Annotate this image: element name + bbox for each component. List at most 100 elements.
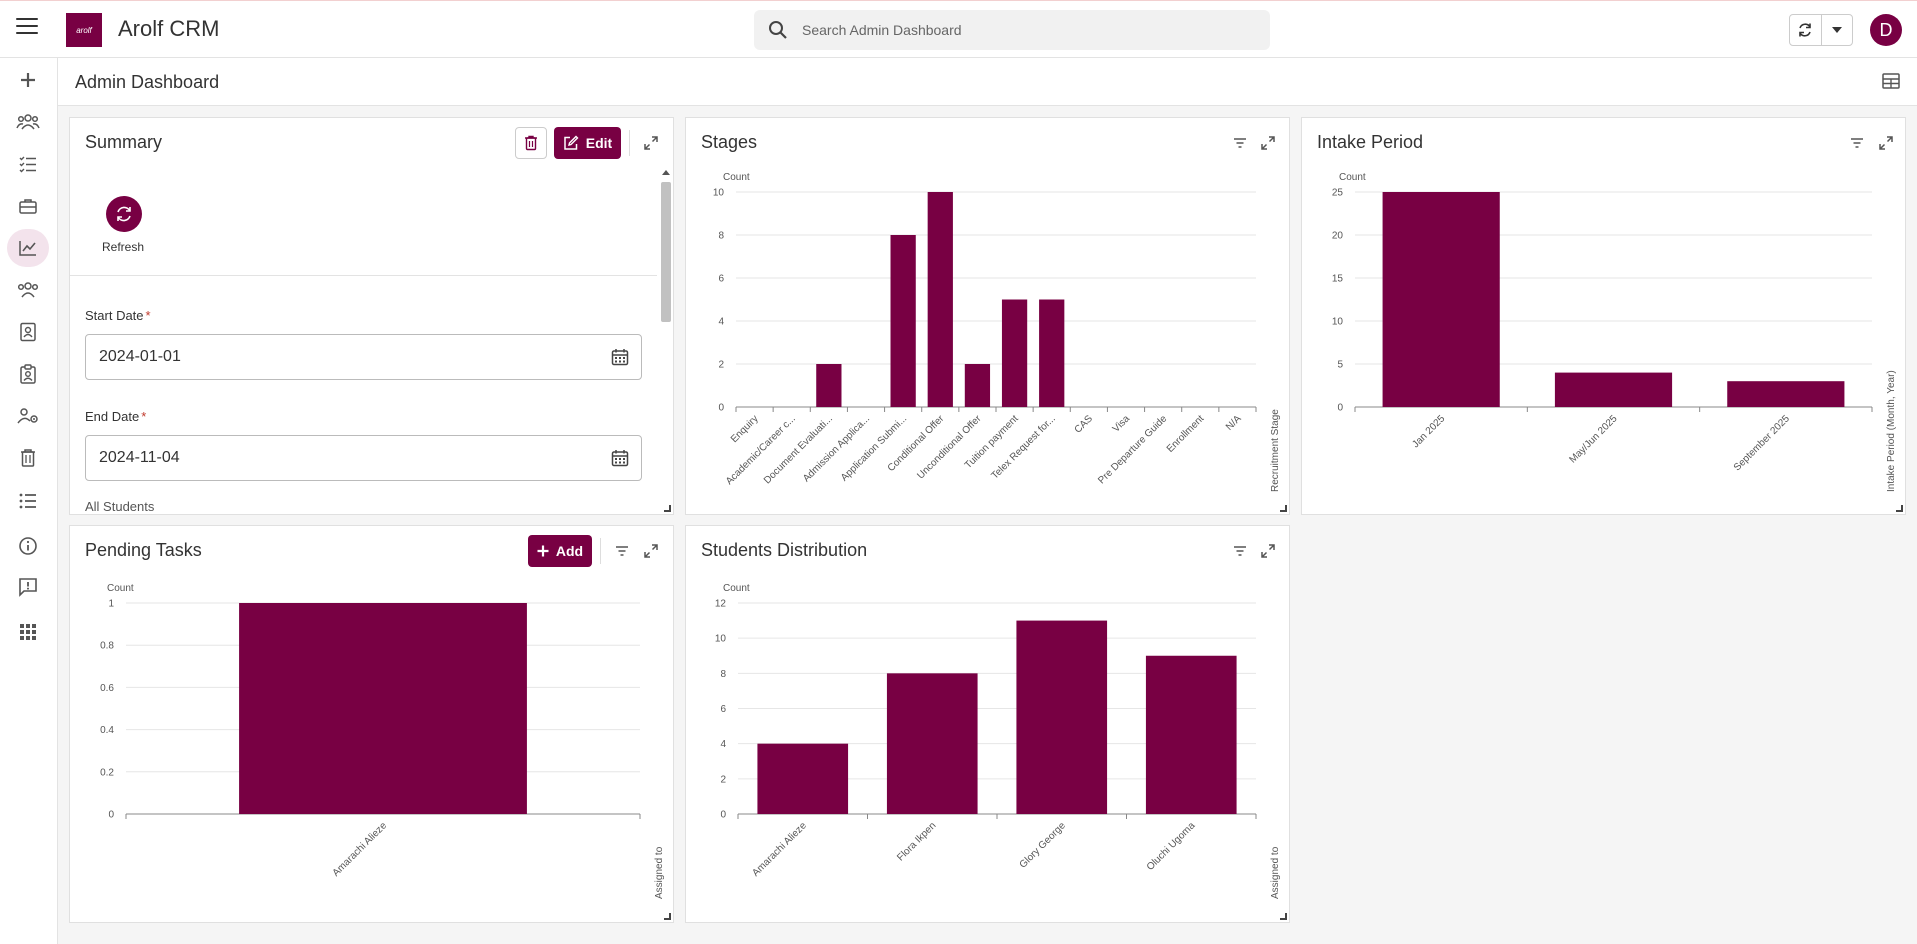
search-icon: [769, 21, 787, 39]
y-tick-label: 4: [720, 739, 726, 750]
y-tick-label: 25: [1332, 188, 1344, 199]
top-bar: arolf Arolf CRM D: [0, 0, 1917, 58]
briefcase-icon: [19, 199, 37, 214]
bar: [239, 603, 527, 814]
y-axis-title: Count: [723, 583, 750, 594]
page-title: Admin Dashboard: [75, 72, 220, 92]
toolbar-divider: [600, 538, 601, 564]
y-tick-label: 8: [720, 669, 726, 680]
sync-button[interactable]: [1790, 15, 1822, 45]
x-tick-label: Jan 2025: [1410, 413, 1447, 450]
sync-dropdown-button[interactable]: [1822, 15, 1853, 45]
sidebar-item-contacts[interactable]: [7, 313, 49, 351]
sync-control: [1789, 14, 1853, 46]
user-avatar[interactable]: D: [1870, 14, 1902, 46]
x-axis-title: Assigned to: [1270, 846, 1281, 899]
expand-icon: [1879, 136, 1893, 150]
y-tick-label: 0.2: [100, 767, 114, 778]
resize-handle[interactable]: [1896, 505, 1903, 512]
search-bar: [754, 10, 1270, 50]
bar: [1727, 381, 1845, 407]
sidebar: [0, 58, 58, 944]
refresh-button[interactable]: [106, 196, 142, 232]
filter-button[interactable]: [612, 541, 632, 561]
filter-button[interactable]: [1230, 541, 1250, 561]
chart-line-icon: [19, 241, 36, 256]
table-layout-icon: [1882, 73, 1900, 89]
sidebar-item-applications[interactable]: [7, 355, 49, 393]
info-icon: [19, 537, 37, 555]
y-tick-label: 5: [1337, 360, 1343, 371]
expand-button[interactable]: [1258, 133, 1278, 153]
x-tick-label: CAS: [1073, 413, 1096, 436]
y-tick-label: 6: [718, 274, 724, 285]
x-tick-label: Pre Departure Guide: [1096, 413, 1169, 486]
stages-card: Stages Count 0 2 4 6 8 10 Enquiry Academic/Caree…: [685, 117, 1290, 515]
end-date-value: 2024-11-04: [99, 449, 180, 466]
y-tick-label: 10: [713, 188, 725, 199]
sidebar-item-user-settings[interactable]: [7, 397, 49, 435]
expand-button[interactable]: [641, 541, 661, 561]
scrollbar-thumb[interactable]: [661, 182, 671, 322]
header-divider: [58, 105, 1917, 106]
sidebar-item-users[interactable]: [7, 103, 49, 141]
end-date-field[interactable]: 2024-11-04: [85, 435, 642, 481]
sidebar-item-feedback[interactable]: [7, 568, 49, 606]
expand-button[interactable]: [1876, 133, 1896, 153]
user-settings-icon: [17, 408, 38, 424]
resize-handle[interactable]: [1280, 505, 1287, 512]
sidebar-item-add[interactable]: [7, 61, 49, 99]
bar: [964, 364, 991, 407]
hamburger-menu-icon[interactable]: [16, 18, 38, 36]
trash-icon: [21, 449, 35, 467]
add-task-button[interactable]: Add: [528, 535, 592, 567]
calendar-icon[interactable]: [611, 449, 629, 467]
search-input[interactable]: [802, 10, 1252, 50]
sidebar-item-trash[interactable]: [7, 439, 49, 477]
sidebar-item-dashboard[interactable]: [7, 229, 49, 267]
edit-button[interactable]: Edit: [554, 127, 621, 159]
sidebar-item-tasks[interactable]: [7, 145, 49, 183]
x-tick-label: Enquiry: [729, 413, 761, 445]
scroll-up-arrow[interactable]: [662, 170, 670, 175]
x-tick-label: Enrollment: [1165, 413, 1207, 455]
students-distribution-card: Students Distribution Count 0 2 4 6 8 10 12 Amar…: [685, 525, 1290, 923]
bar: [890, 235, 916, 407]
plus-icon: [21, 73, 35, 87]
start-date-label: Start Date *: [85, 308, 151, 323]
bar: [1382, 192, 1500, 407]
x-tick-label: September 2025: [1732, 413, 1792, 473]
summary-card: Summary Edit Refresh Start Date * 2024-01…: [69, 117, 674, 515]
students-distribution-title: Students Distribution: [701, 540, 868, 560]
end-date-label: End Date *: [85, 409, 147, 424]
calendar-icon[interactable]: [611, 348, 629, 366]
y-tick-label: 0: [1337, 403, 1343, 414]
y-tick-label: 10: [1332, 317, 1344, 328]
students-distribution-chart: Count 0 2 4 6 8 10 12 Amarachi Alieze Flora Ikpen…: [715, 583, 1281, 899]
app-logo[interactable]: arolf: [66, 13, 102, 47]
layout-toggle-button[interactable]: [1882, 72, 1900, 95]
sidebar-item-groups[interactable]: [7, 271, 49, 309]
expand-button[interactable]: [641, 133, 661, 153]
delete-button[interactable]: [515, 127, 547, 159]
resize-handle[interactable]: [664, 913, 671, 920]
y-tick-label: 0.6: [100, 683, 114, 694]
sidebar-item-lists[interactable]: [7, 482, 49, 520]
sidebar-item-apps[interactable]: [7, 613, 49, 651]
expand-button[interactable]: [1258, 541, 1278, 561]
start-date-field[interactable]: 2024-01-01: [85, 334, 642, 380]
y-tick-label: 2: [720, 774, 726, 785]
sidebar-item-info[interactable]: [7, 527, 49, 565]
x-tick-label: Academic/Career c...: [724, 413, 798, 487]
x-tick-label: Amarachi Alieze: [750, 820, 809, 879]
resize-handle[interactable]: [664, 505, 671, 512]
y-tick-label: 6: [720, 704, 726, 715]
x-tick-label: N/A: [1224, 413, 1244, 433]
filter-button[interactable]: [1230, 133, 1250, 153]
sidebar-item-jobs[interactable]: [7, 187, 49, 225]
y-axis-title: Count: [107, 583, 134, 594]
group-icon: [17, 282, 39, 298]
resize-handle[interactable]: [1280, 913, 1287, 920]
all-students-label: All Students: [85, 499, 155, 514]
filter-button[interactable]: [1847, 133, 1867, 153]
